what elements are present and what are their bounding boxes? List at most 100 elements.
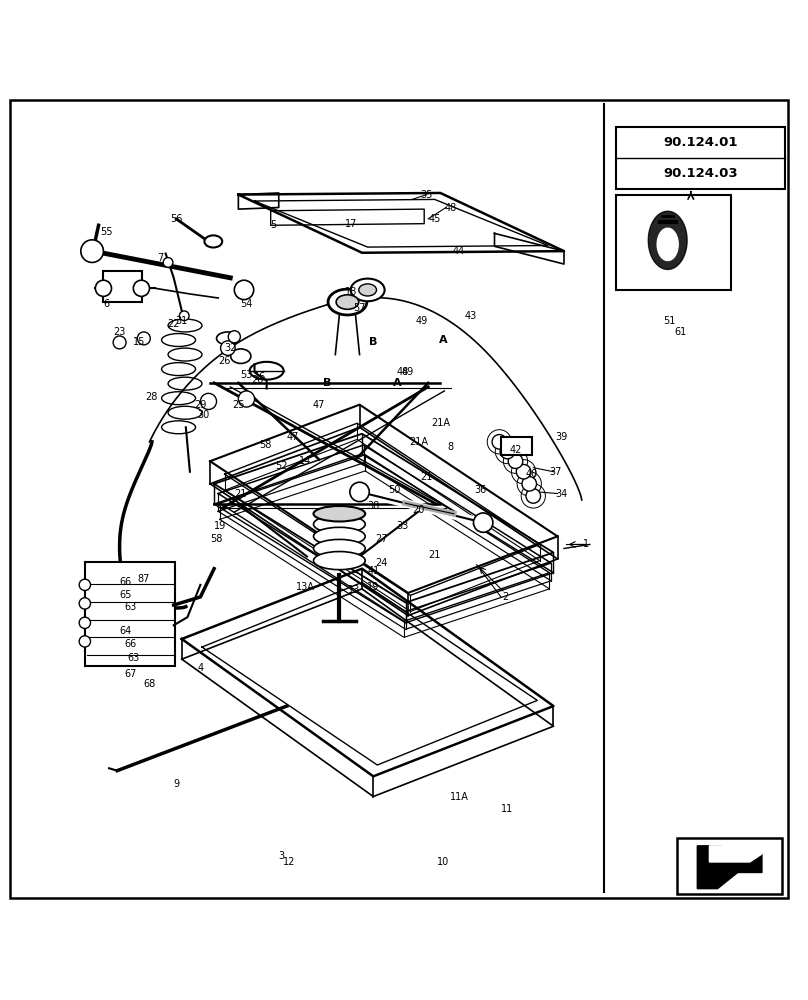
- Text: 38: 38: [367, 501, 380, 511]
- Text: 13: 13: [347, 585, 360, 595]
- Circle shape: [133, 280, 149, 296]
- Circle shape: [516, 464, 531, 479]
- Circle shape: [113, 336, 126, 349]
- Circle shape: [350, 482, 369, 502]
- Circle shape: [163, 258, 173, 267]
- Text: 20: 20: [412, 505, 425, 515]
- Text: 68: 68: [143, 679, 156, 689]
- Bar: [616, 195, 731, 290]
- Text: 53: 53: [240, 370, 253, 380]
- Text: 66: 66: [119, 577, 132, 587]
- Ellipse shape: [336, 295, 359, 309]
- Circle shape: [179, 311, 189, 321]
- Circle shape: [79, 636, 90, 647]
- Text: 19: 19: [367, 582, 380, 592]
- Text: 63: 63: [127, 653, 140, 663]
- Text: 22: 22: [167, 319, 180, 329]
- Circle shape: [508, 454, 523, 468]
- Text: 42: 42: [509, 445, 522, 455]
- Text: 51: 51: [663, 316, 675, 326]
- Text: 55: 55: [100, 227, 113, 237]
- Circle shape: [234, 280, 254, 300]
- Text: 43: 43: [464, 311, 477, 321]
- Bar: [616, 127, 785, 189]
- Text: 56: 56: [170, 214, 183, 224]
- Polygon shape: [697, 846, 762, 889]
- Circle shape: [522, 477, 537, 491]
- Text: 67: 67: [124, 669, 137, 679]
- Text: 52: 52: [275, 461, 288, 471]
- Circle shape: [500, 444, 515, 459]
- Text: 48: 48: [444, 203, 457, 213]
- Text: 47: 47: [313, 400, 326, 410]
- Ellipse shape: [231, 349, 250, 363]
- Text: 49: 49: [415, 316, 428, 326]
- Polygon shape: [648, 211, 687, 269]
- Text: 10: 10: [436, 857, 449, 867]
- Text: 15: 15: [133, 337, 145, 347]
- Circle shape: [95, 280, 112, 296]
- Text: 64: 64: [119, 626, 132, 636]
- Text: 33: 33: [396, 521, 409, 531]
- Text: 5: 5: [270, 220, 276, 230]
- Text: 9: 9: [173, 779, 179, 789]
- Bar: [501, 437, 532, 455]
- Ellipse shape: [314, 506, 365, 521]
- Text: 11A: 11A: [449, 792, 469, 802]
- Circle shape: [79, 579, 90, 590]
- Text: 19: 19: [213, 521, 226, 531]
- Text: 57: 57: [353, 303, 366, 313]
- Ellipse shape: [351, 279, 385, 301]
- Text: 13A: 13A: [296, 582, 315, 592]
- Circle shape: [79, 598, 90, 609]
- Text: 29: 29: [194, 400, 207, 410]
- Text: 20: 20: [250, 375, 263, 385]
- Text: 90.124.01: 90.124.01: [663, 136, 738, 149]
- Bar: [103, 271, 142, 302]
- Text: 90.124.03: 90.124.03: [663, 167, 738, 180]
- Text: 3: 3: [278, 851, 284, 861]
- Text: 47: 47: [286, 432, 299, 442]
- Text: 27: 27: [375, 534, 388, 544]
- Circle shape: [79, 617, 90, 628]
- Text: 32: 32: [224, 343, 237, 353]
- Text: 24: 24: [375, 558, 388, 568]
- Bar: [85, 562, 175, 666]
- Text: B: B: [369, 337, 377, 347]
- Ellipse shape: [328, 289, 367, 315]
- Ellipse shape: [359, 284, 377, 296]
- Text: 66: 66: [124, 639, 137, 649]
- Text: 21: 21: [234, 489, 247, 499]
- Text: 41: 41: [367, 566, 380, 576]
- Text: 23: 23: [113, 327, 126, 337]
- Text: 2: 2: [502, 592, 508, 602]
- Ellipse shape: [314, 552, 365, 570]
- Text: 11: 11: [501, 804, 514, 814]
- Text: 21: 21: [420, 472, 433, 482]
- Text: 65: 65: [119, 590, 132, 600]
- Text: 17: 17: [345, 219, 358, 229]
- Text: 58: 58: [210, 534, 223, 544]
- Text: 36: 36: [474, 485, 487, 495]
- Text: 63: 63: [124, 602, 137, 612]
- Ellipse shape: [204, 235, 222, 247]
- Text: A: A: [439, 335, 447, 345]
- Text: 25: 25: [232, 400, 245, 410]
- Text: 4: 4: [197, 663, 204, 673]
- Polygon shape: [657, 228, 678, 261]
- Text: 1: 1: [583, 539, 589, 549]
- Text: 14: 14: [299, 456, 312, 466]
- Text: 8: 8: [448, 442, 454, 452]
- Text: 48: 48: [396, 367, 409, 377]
- Text: 37: 37: [549, 467, 562, 477]
- Circle shape: [526, 489, 541, 503]
- Circle shape: [238, 391, 255, 407]
- Text: 21A: 21A: [431, 418, 450, 428]
- Text: 7: 7: [157, 253, 163, 263]
- Text: 45: 45: [428, 214, 441, 224]
- Circle shape: [200, 393, 217, 410]
- Circle shape: [473, 513, 493, 532]
- Text: 35: 35: [420, 190, 433, 200]
- Circle shape: [81, 240, 103, 262]
- Ellipse shape: [221, 341, 235, 355]
